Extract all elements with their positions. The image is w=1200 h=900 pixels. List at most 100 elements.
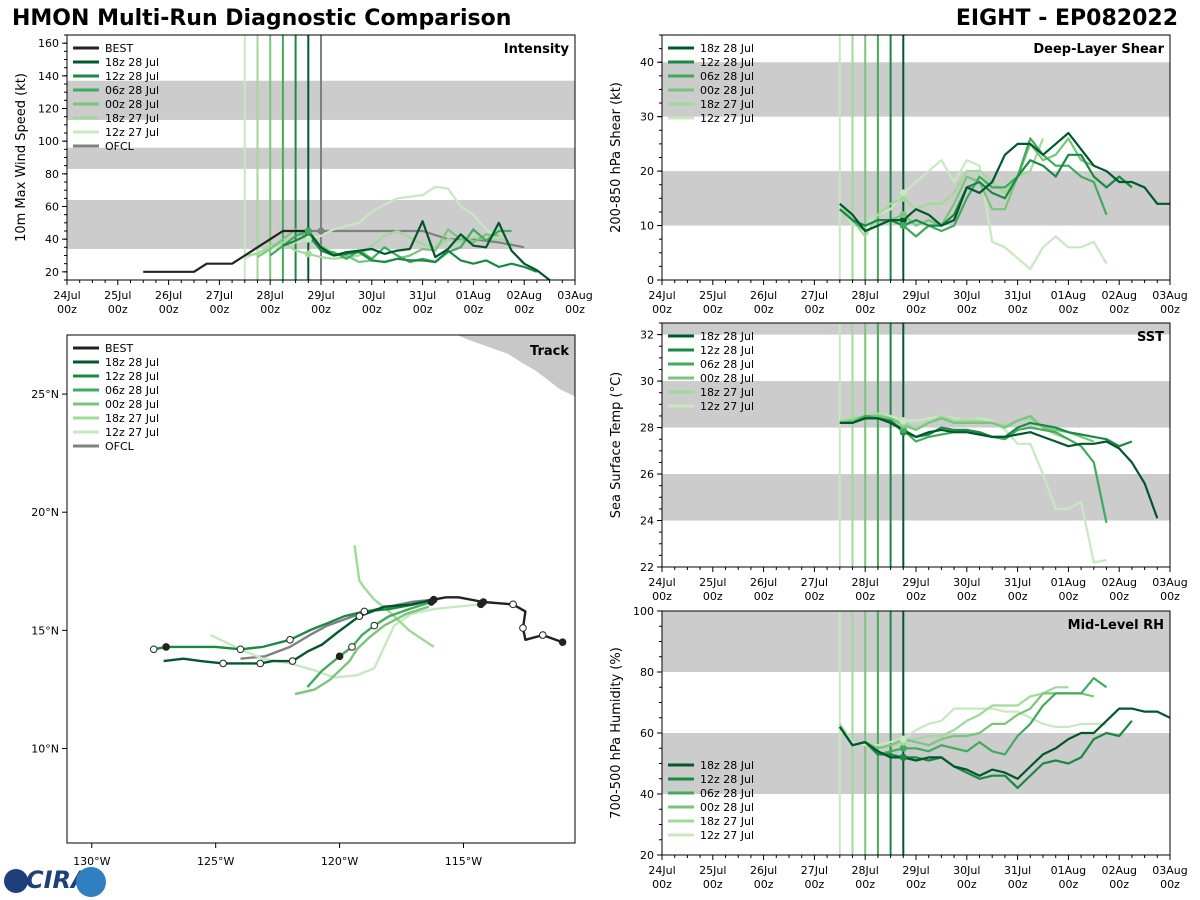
- track-ytick-label: 25°N: [31, 388, 59, 401]
- sst-xtick-label: 01Aug: [1051, 576, 1086, 589]
- track-legend-label-18z-28-jul: 18z 28 Jul: [105, 356, 159, 369]
- intensity-xtick-label: 00z: [565, 303, 585, 316]
- sst-ylabel: Sea Surface Temp (°C): [609, 372, 624, 519]
- intensity-legend-label-18z-28-jul: 18z 28 Jul: [105, 56, 159, 69]
- intensity-xtick-label: 00z: [311, 303, 331, 316]
- track-point-12z-28-jul: [149, 645, 158, 654]
- shear-xtick-label: 00z: [1008, 303, 1028, 316]
- intensity-xtick-label: 31Jul: [409, 289, 436, 302]
- track-point-18z-28-jul: [288, 657, 297, 665]
- track-legend-label-12z-28-jul: 12z 28 Jul: [105, 370, 159, 383]
- intensity-panel: 24Jul00z25Jul00z26Jul00z27Jul00z28Jul00z…: [14, 34, 593, 316]
- rh-xtick-label: 00z: [703, 878, 723, 891]
- track-point-06z-28-jul: [370, 621, 379, 630]
- intensity-ytick-label: 40: [45, 233, 59, 246]
- intensity-marker-12z-27-jul: [304, 235, 312, 243]
- rh-xtick-label: 29Jul: [902, 864, 929, 877]
- rh-ytick-label: 80: [640, 666, 654, 679]
- track-point-12z-28-jul: [360, 607, 369, 616]
- shear-xtick-label: 24Jul: [648, 289, 675, 302]
- shear-xtick-label: 00z: [652, 303, 672, 316]
- rh-xtick-label: 00z: [754, 878, 774, 891]
- intensity-xtick-label: 00z: [362, 303, 382, 316]
- rh-ylabel: 700-500 hPa Humidity (%): [609, 647, 624, 819]
- sst-xtick-label: 00z: [805, 590, 825, 603]
- sst-series-12z-28-jul: [839, 417, 1133, 448]
- rh-xtick-label: 31Jul: [1004, 864, 1031, 877]
- shear-xtick-label: 01Aug: [1051, 289, 1086, 302]
- shear-title: Deep-Layer Shear: [1033, 42, 1164, 57]
- rh-legend-label-18z-27-jul: 18z 27 Jul: [700, 815, 754, 828]
- track-06z-28-jul: [306, 600, 432, 688]
- rh-ytick-label: 20: [640, 849, 654, 862]
- intensity-plot-area: [67, 35, 575, 280]
- track-point-18z-28-jul: [355, 612, 364, 620]
- intensity-ytick-label: 100: [38, 135, 59, 148]
- track-xtick-label: 120°W: [321, 855, 358, 868]
- storm-id-title: EIGHT - EP082022: [955, 6, 1178, 31]
- shear-plot-area: [662, 35, 1170, 280]
- shear-band-0: [662, 171, 1170, 226]
- shear-legend-label-18z-27-jul: 18z 27 Jul: [700, 98, 754, 111]
- intensity-marker-06z-28-jul: [304, 227, 312, 235]
- intensity-ytick-label: 120: [38, 103, 59, 116]
- shear-xtick-label: 00z: [957, 303, 977, 316]
- sst-xtick-label: 31Jul: [1004, 576, 1031, 589]
- shear-legend-label-06z-28-jul: 06z 28 Jul: [700, 70, 754, 83]
- track-xtick-label: 115°W: [445, 855, 482, 868]
- rh-series-18z-28-jul: [838, 707, 1170, 780]
- intensity-ytick-label: 160: [38, 37, 59, 50]
- shear-legend-label-00z-28-jul: 00z 28 Jul: [700, 84, 754, 97]
- track-title: Track: [530, 344, 569, 359]
- rh-xtick-label: 28Jul: [852, 864, 879, 877]
- intensity-xtick-label: 27Jul: [206, 289, 233, 302]
- track-legend-label-18z-27-jul: 18z 27 Jul: [105, 412, 159, 425]
- sst-ytick-label: 28: [640, 422, 654, 435]
- track-legend-label-06z-28-jul: 06z 28 Jul: [105, 384, 159, 397]
- track-panel: 130°W 125°W 120°W 115°W 10°N 15°N 20°N 25°N Trac…: [31, 334, 576, 868]
- sst-xtick-label: 00z: [957, 590, 977, 603]
- rh-xtick-label: 00z: [1059, 878, 1079, 891]
- track-12z-27-jul: [210, 603, 481, 679]
- intensity-xtick-label: 00z: [159, 303, 179, 316]
- rh-marker-06z-28-jul: [899, 744, 907, 752]
- track-point-best: [558, 638, 567, 646]
- shear-band-1: [662, 62, 1170, 117]
- intensity-xtick-label: 29Jul: [307, 289, 334, 302]
- sst-series-00z-28-jul: [839, 414, 1095, 443]
- rh-xtick-label: 00z: [1109, 878, 1129, 891]
- shear-xtick-label: 00z: [1059, 303, 1079, 316]
- sst-title: SST: [1137, 330, 1164, 345]
- shear-legend-label-12z-28-jul: 12z 28 Jul: [700, 56, 754, 69]
- intensity-xtick-label: 00z: [514, 303, 534, 316]
- track-legend-label-12z-27-jul: 12z 27 Jul: [105, 426, 159, 439]
- track-point-best: [509, 600, 517, 609]
- intensity-xtick-label: 00z: [108, 303, 128, 316]
- sst-xtick-label: 30Jul: [953, 576, 980, 589]
- shear-series-18z-28-jul: [839, 131, 1170, 233]
- sst-xtick-label: 00z: [652, 590, 672, 603]
- sst-xtick-label: 00z: [1059, 590, 1079, 603]
- intensity-series-12z-28-jul: [282, 233, 538, 273]
- track-ofcl: [240, 598, 434, 660]
- shear-xtick-label: 00z: [805, 303, 825, 316]
- track-point-18z-28-jul: [256, 659, 265, 668]
- intensity-series-18z-28-jul: [307, 220, 551, 280]
- cira-globe-icon: [4, 869, 28, 893]
- track-best: [433, 596, 564, 644]
- sst-legend-label-18z-28-jul: 18z 28 Jul: [700, 330, 754, 343]
- rh-series-00z-28-jul: [838, 692, 1095, 750]
- track-point-12z-28-jul: [286, 636, 294, 644]
- intensity-xtick-label: 03Aug: [557, 289, 592, 302]
- rh-ytick-label: 60: [640, 727, 654, 740]
- sst-panel: 24Jul00z25Jul00z26Jul00z27Jul00z28Jul00z…: [609, 322, 1188, 603]
- intensity-xtick-label: 00z: [210, 303, 230, 316]
- track-legend-label-ofcl: OFCL: [105, 440, 135, 453]
- sst-xtick-label: 27Jul: [801, 576, 828, 589]
- sst-legend-label-18z-27-jul: 18z 27 Jul: [700, 386, 754, 399]
- sst-band-0: [662, 474, 1170, 521]
- intensity-xtick-label: 00z: [260, 303, 280, 316]
- sst-plot-area: [662, 323, 1170, 567]
- intensity-xtick-label: 00z: [57, 303, 77, 316]
